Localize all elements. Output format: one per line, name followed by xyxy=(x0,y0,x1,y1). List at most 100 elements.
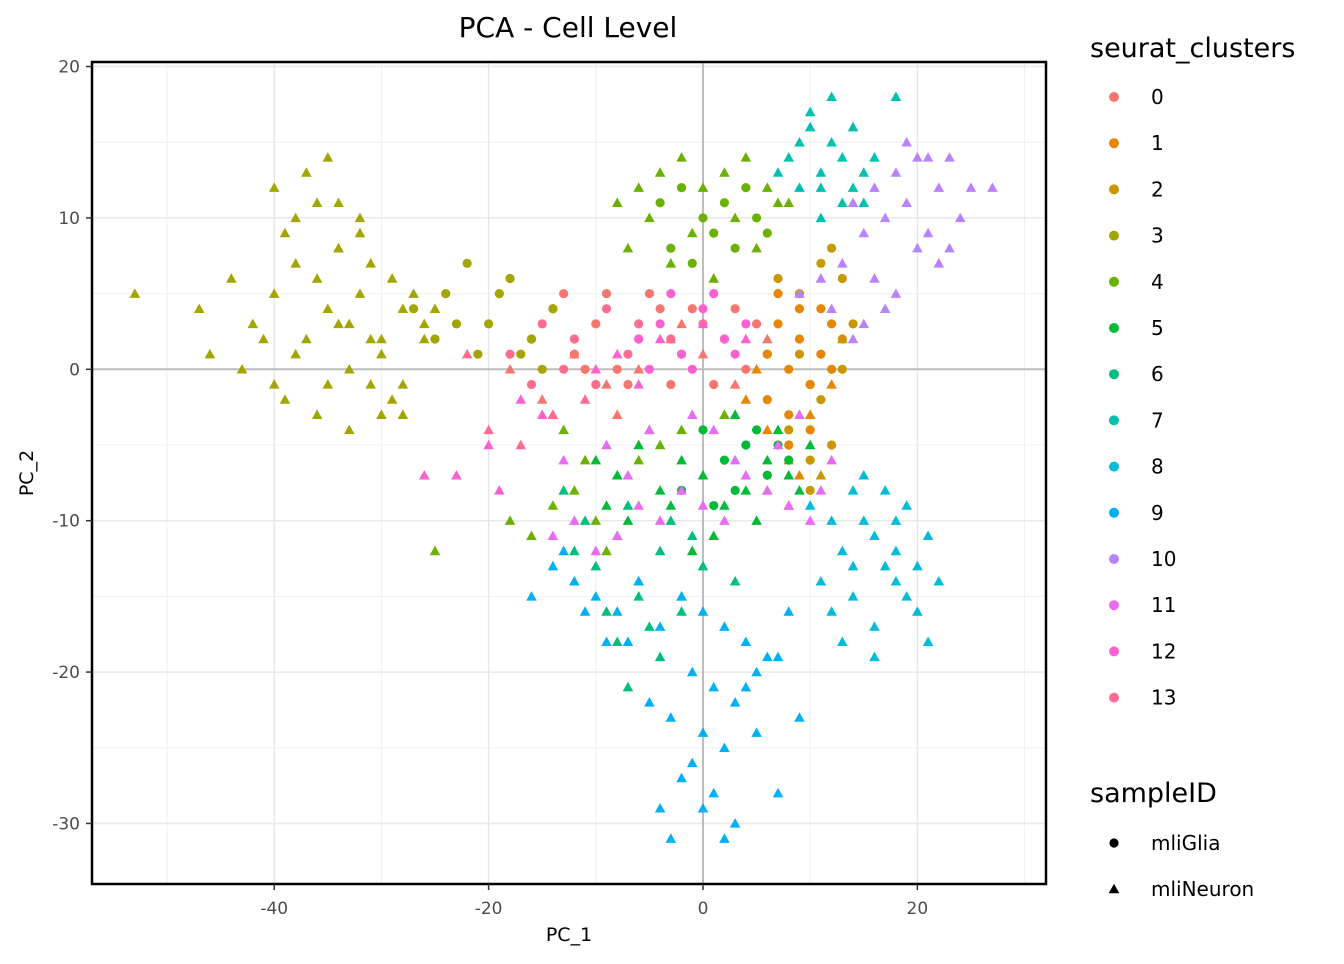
data-point-cluster-4 xyxy=(740,152,752,162)
legend-label-cluster-11: 11 xyxy=(1151,593,1176,617)
data-point-cluster-3 xyxy=(526,334,537,344)
data-point-cluster-9 xyxy=(676,772,687,783)
data-point-cluster-7 xyxy=(815,182,827,192)
data-point-cluster-2 xyxy=(837,364,847,374)
y-tick-label: -20 xyxy=(52,663,80,683)
data-point-cluster-8 xyxy=(922,636,934,647)
data-point-cluster-7 xyxy=(804,106,816,117)
data-point-cluster-9 xyxy=(719,833,730,843)
data-point-cluster-9 xyxy=(719,742,730,752)
data-point-cluster-5 xyxy=(719,455,730,465)
data-point-cluster-1 xyxy=(804,409,816,419)
data-point-cluster-3 xyxy=(236,364,248,374)
data-point-cluster-3 xyxy=(311,409,323,419)
data-point-cluster-10 xyxy=(858,318,870,329)
data-point-cluster-1 xyxy=(751,364,762,374)
data-point-cluster-8 xyxy=(890,515,902,525)
legend-label-cluster-3: 3 xyxy=(1151,224,1164,248)
legend-label-cluster-8: 8 xyxy=(1151,455,1164,479)
data-point-cluster-6 xyxy=(558,485,569,495)
data-point-cluster-0 xyxy=(751,319,762,329)
data-point-cluster-3 xyxy=(333,318,344,329)
data-point-cluster-9 xyxy=(644,697,655,707)
data-point-cluster-0 xyxy=(569,348,580,359)
data-point-cluster-4 xyxy=(751,213,762,223)
legend-key-cluster-5 xyxy=(1109,323,1119,333)
data-point-cluster-3 xyxy=(365,379,376,389)
data-point-cluster-6 xyxy=(569,545,580,556)
data-point-cluster-7 xyxy=(794,182,805,192)
data-point-cluster-3 xyxy=(484,319,494,329)
data-point-cluster-3 xyxy=(333,242,344,253)
data-point-cluster-10 xyxy=(847,333,859,344)
data-point-cluster-11 xyxy=(826,454,837,465)
data-point-cluster-9 xyxy=(654,803,666,813)
data-point-cluster-9 xyxy=(697,606,709,616)
data-point-cluster-5 xyxy=(611,469,623,480)
data-point-cluster-2 xyxy=(815,469,827,480)
data-point-cluster-8 xyxy=(858,469,870,480)
data-point-cluster-3 xyxy=(494,289,504,299)
x-tick-label: -20 xyxy=(475,899,503,919)
data-point-cluster-10 xyxy=(944,152,955,162)
data-point-cluster-7 xyxy=(794,136,805,147)
data-point-cluster-7 xyxy=(815,167,827,177)
legend-title-sample: sampleID xyxy=(1090,778,1217,809)
data-point-cluster-3 xyxy=(129,288,141,298)
data-point-cluster-10 xyxy=(858,227,870,238)
data-point-cluster-5 xyxy=(804,439,816,450)
data-point-cluster-5 xyxy=(665,500,677,510)
data-point-cluster-5 xyxy=(741,440,751,450)
data-point-cluster-13 xyxy=(634,319,644,329)
data-point-cluster-0 xyxy=(536,394,548,404)
data-point-cluster-9 xyxy=(772,651,784,662)
data-point-cluster-3 xyxy=(226,273,237,283)
legend-key-cluster-12 xyxy=(1109,646,1119,657)
legend-key-cluster-9 xyxy=(1109,507,1119,518)
data-point-cluster-2 xyxy=(805,455,815,465)
data-point-cluster-0 xyxy=(623,379,633,390)
legend-label-cluster-7: 7 xyxy=(1151,408,1164,432)
data-point-cluster-3 xyxy=(386,273,398,283)
data-point-cluster-6 xyxy=(676,606,687,616)
data-point-cluster-4 xyxy=(654,439,666,450)
data-point-cluster-3 xyxy=(430,334,440,344)
data-point-cluster-7 xyxy=(826,91,837,102)
data-point-cluster-12 xyxy=(451,469,462,480)
data-point-cluster-0 xyxy=(601,379,612,389)
data-point-cluster-5 xyxy=(601,500,612,510)
data-point-cluster-10 xyxy=(901,197,912,208)
data-point-cluster-6 xyxy=(579,515,591,525)
data-point-cluster-4 xyxy=(698,213,708,223)
data-point-cluster-1 xyxy=(805,425,815,435)
data-point-cluster-9 xyxy=(708,787,719,798)
data-point-cluster-0 xyxy=(762,333,773,344)
legend-label-mliGlia: mliGlia xyxy=(1151,831,1220,855)
data-point-cluster-1 xyxy=(762,349,772,359)
data-point-cluster-7 xyxy=(804,121,816,132)
data-point-cluster-5 xyxy=(654,485,666,495)
data-point-cluster-13 xyxy=(483,424,494,435)
data-point-cluster-9 xyxy=(590,591,602,601)
data-point-cluster-0 xyxy=(611,409,623,419)
data-point-cluster-3 xyxy=(354,212,366,223)
data-point-cluster-12 xyxy=(655,319,665,329)
data-point-cluster-4 xyxy=(676,183,687,193)
data-point-cluster-11 xyxy=(611,530,623,541)
data-point-cluster-4 xyxy=(526,530,537,541)
data-point-cluster-2 xyxy=(827,243,837,253)
data-point-cluster-10 xyxy=(922,152,934,162)
data-point-cluster-10 xyxy=(954,212,966,223)
data-point-cluster-1 xyxy=(784,364,794,374)
data-point-cluster-4 xyxy=(687,258,697,268)
data-point-cluster-8 xyxy=(826,515,837,525)
data-point-cluster-11 xyxy=(686,409,698,419)
data-point-cluster-8 xyxy=(826,606,837,616)
data-point-cluster-5 xyxy=(783,469,795,480)
data-point-cluster-3 xyxy=(354,227,366,238)
data-point-cluster-1 xyxy=(827,364,837,374)
legend-key-cluster-8 xyxy=(1109,461,1119,472)
data-point-cluster-13 xyxy=(526,379,537,390)
data-point-cluster-5 xyxy=(676,454,687,465)
data-point-cluster-8 xyxy=(869,651,880,662)
